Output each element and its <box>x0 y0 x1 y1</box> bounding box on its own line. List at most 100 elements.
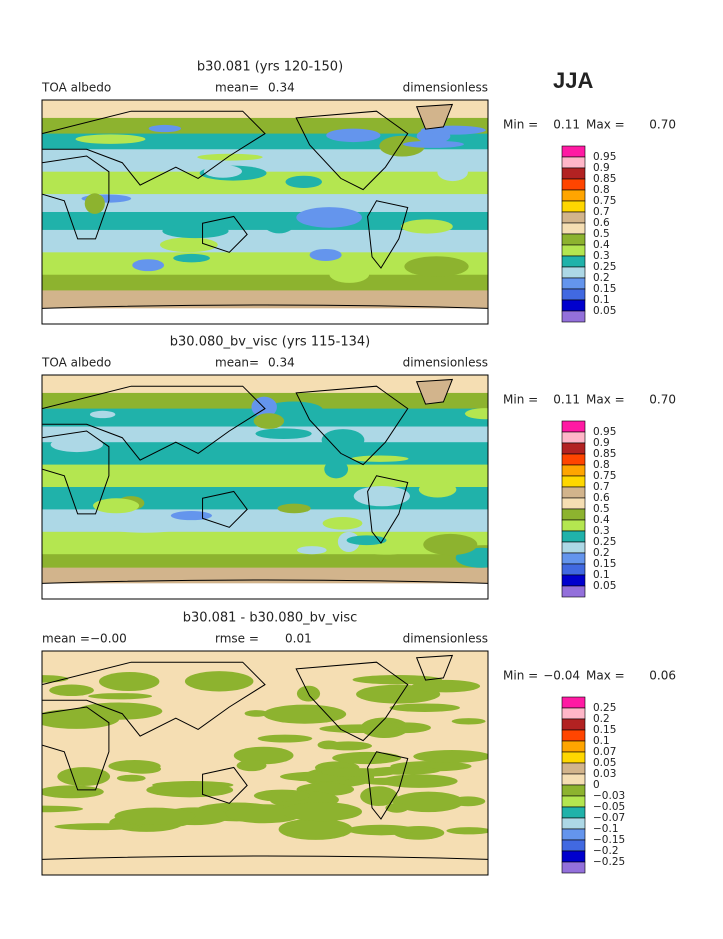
colorbar-label: 0.03 <box>593 768 616 780</box>
colorbar-label: −0.1 <box>593 823 619 835</box>
contour-patch <box>54 823 142 831</box>
colorbar-box <box>561 519 586 532</box>
colorbar-label: 0.4 <box>593 239 610 251</box>
colorbar-box <box>561 442 586 455</box>
colorbar-box <box>561 795 586 808</box>
coastline <box>367 751 409 820</box>
colorbar-box <box>561 762 586 775</box>
colorbar-label: 0.95 <box>593 426 616 438</box>
colorbar-box <box>561 310 586 323</box>
colorbar-box <box>561 861 586 874</box>
colorbar-label: 0.8 <box>593 459 610 471</box>
coastline <box>202 215 248 253</box>
contour-patch <box>98 672 160 692</box>
contour-patch <box>197 153 263 161</box>
map-frame <box>41 99 489 325</box>
contour-band <box>42 149 488 173</box>
colorbar-box <box>561 773 586 786</box>
colorbar-label: 0.2 <box>593 272 610 284</box>
contour-patch <box>114 807 196 825</box>
contour-band <box>42 290 488 309</box>
colorbar-label: 0.25 <box>593 536 616 548</box>
colorbar-box <box>561 145 586 158</box>
colorbar-label: 0.1 <box>593 569 610 581</box>
colorbar-label: 0.9 <box>593 437 610 449</box>
contour-patch <box>380 774 458 788</box>
contour-patch <box>401 219 453 234</box>
colorbar-box <box>561 740 586 753</box>
colorbar-label: 0.1 <box>593 735 610 747</box>
max-value: 0.70 <box>649 118 676 132</box>
stat-label: mean= <box>215 356 259 370</box>
colorbar-label: 0.5 <box>593 228 610 240</box>
contour-patch <box>309 248 342 261</box>
map-frame <box>41 650 489 876</box>
colorbar-label: 0.4 <box>593 514 610 526</box>
contour-patch <box>148 124 182 133</box>
colorbar-label: 0.95 <box>593 151 616 163</box>
contour-patch <box>89 410 116 419</box>
contour-band <box>42 464 488 488</box>
stat-value: −0.00 <box>90 632 127 646</box>
coastline <box>42 855 488 860</box>
colorbar-label: 0.9 <box>593 162 610 174</box>
colorbar-box <box>561 167 586 180</box>
colorbar-label: 0.25 <box>593 261 616 273</box>
max-label: Max = <box>586 118 625 132</box>
contour-patch <box>322 516 363 530</box>
colorbar-box <box>561 464 586 477</box>
colorbar-box <box>561 244 586 257</box>
min-label: Min = <box>503 118 538 132</box>
contour-patch <box>385 802 409 813</box>
stat-label: mean= <box>215 81 259 95</box>
coastline <box>367 475 409 544</box>
contour-patch <box>75 134 146 144</box>
contour-patch <box>418 481 457 498</box>
colorbar-label: 0.8 <box>593 184 610 196</box>
contour-patch <box>346 535 387 546</box>
contour-patch <box>281 802 363 822</box>
contour-patch <box>389 703 460 712</box>
contour-band <box>42 531 488 555</box>
colorbar-label: 0.7 <box>593 206 610 218</box>
min-value: 0.11 <box>553 393 580 407</box>
coastline <box>42 706 110 791</box>
colorbar-box <box>561 299 586 312</box>
map-frame <box>41 374 489 600</box>
contour-patch <box>263 212 295 234</box>
colorbar-box <box>561 453 586 466</box>
colorbar-label: 0.3 <box>593 525 610 537</box>
colorbar-box <box>561 266 586 279</box>
colorbar-label: 0.3 <box>593 250 610 262</box>
contour-patch <box>402 140 464 148</box>
colorbar-box <box>561 288 586 301</box>
colorbar-label: 0.07 <box>593 746 616 758</box>
colorbar-box <box>561 508 586 521</box>
contour-patch <box>296 207 362 228</box>
colorbar-box <box>561 541 586 554</box>
colorbar-box <box>561 729 586 742</box>
colorbar-box <box>561 497 586 510</box>
colorbar-label: 0.05 <box>593 580 616 592</box>
contour-patch <box>253 413 285 429</box>
coastline <box>42 579 488 584</box>
colorbar-box <box>561 817 586 830</box>
contour-patch <box>257 734 313 743</box>
contour-patch <box>159 237 218 253</box>
colorbar-label: 0.85 <box>593 448 616 460</box>
coastline <box>202 490 248 528</box>
contour-band <box>42 229 488 253</box>
colorbar-box <box>561 574 586 587</box>
contour-patch <box>404 256 469 277</box>
colorbar-label: 0 <box>593 779 600 791</box>
contour-patch <box>255 428 312 439</box>
coastline <box>202 766 248 804</box>
contour-patch <box>264 401 323 419</box>
contour-patch <box>324 459 349 479</box>
colorbar-box <box>561 211 586 224</box>
panel-title: b30.081 - b30.080_bv_visc <box>183 611 358 626</box>
colorbar-label: 0.25 <box>593 702 616 714</box>
contour-band <box>42 567 488 584</box>
contour-patch <box>277 503 311 514</box>
